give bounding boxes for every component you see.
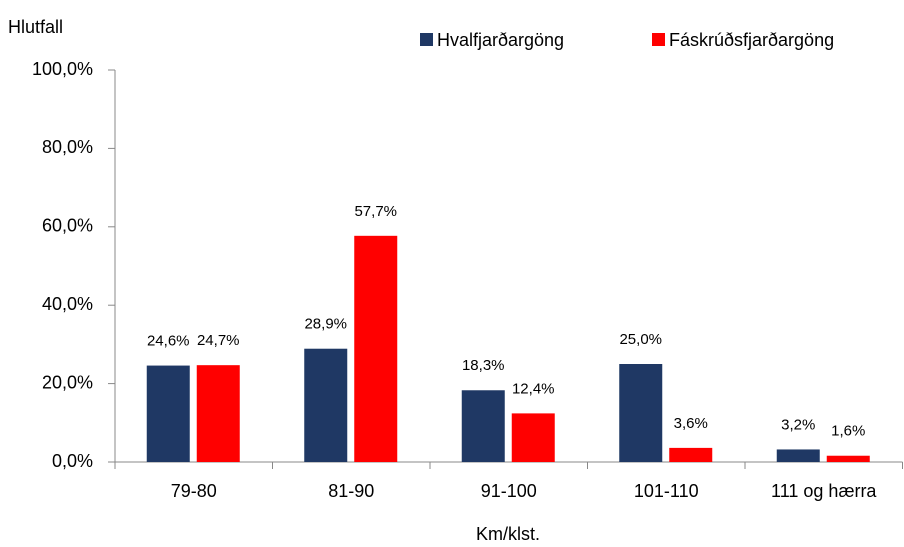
y-tick-label: 80,0%: [42, 137, 93, 157]
bar: [669, 447, 713, 462]
bar: [619, 364, 663, 462]
bar: [461, 390, 505, 462]
y-tick-label: 0,0%: [52, 451, 93, 471]
value-label: 57,7%: [354, 203, 397, 220]
value-label: 1,6%: [831, 423, 865, 440]
x-tick-label: 79-80: [171, 481, 217, 501]
bar: [196, 365, 240, 462]
x-axis-title: Km/klst.: [476, 524, 540, 544]
value-label: 28,9%: [304, 316, 347, 333]
value-label: 24,6%: [147, 333, 190, 350]
value-label: 18,3%: [462, 357, 505, 374]
y-axis-title: Hlutfall: [8, 17, 63, 37]
y-tick-label: 100,0%: [32, 59, 93, 79]
bar: [826, 455, 870, 462]
y-tick-label: 20,0%: [42, 372, 93, 392]
legend-swatch: [420, 33, 433, 46]
legend-label: Fáskrúðsfjarðargöng: [669, 30, 834, 50]
legend-label: Hvalfjarðargöng: [437, 30, 564, 50]
y-tick-label: 60,0%: [42, 216, 93, 236]
x-tick-label: 111 og hærra: [771, 481, 877, 501]
x-tick-label: 101-110: [634, 481, 699, 501]
value-label: 3,6%: [674, 415, 708, 432]
value-label: 3,2%: [781, 416, 815, 433]
bar: [146, 365, 190, 462]
value-label: 12,4%: [512, 380, 555, 397]
x-tick-label: 91-100: [481, 481, 537, 501]
value-label: 25,0%: [619, 331, 662, 348]
legend-swatch: [652, 33, 665, 46]
bar: [776, 449, 820, 462]
bar: [354, 235, 398, 462]
value-label: 24,7%: [197, 332, 240, 349]
y-tick-label: 40,0%: [42, 294, 93, 314]
bar: [304, 348, 348, 462]
x-tick-label: 81-90: [328, 481, 374, 501]
bar: [511, 413, 555, 462]
